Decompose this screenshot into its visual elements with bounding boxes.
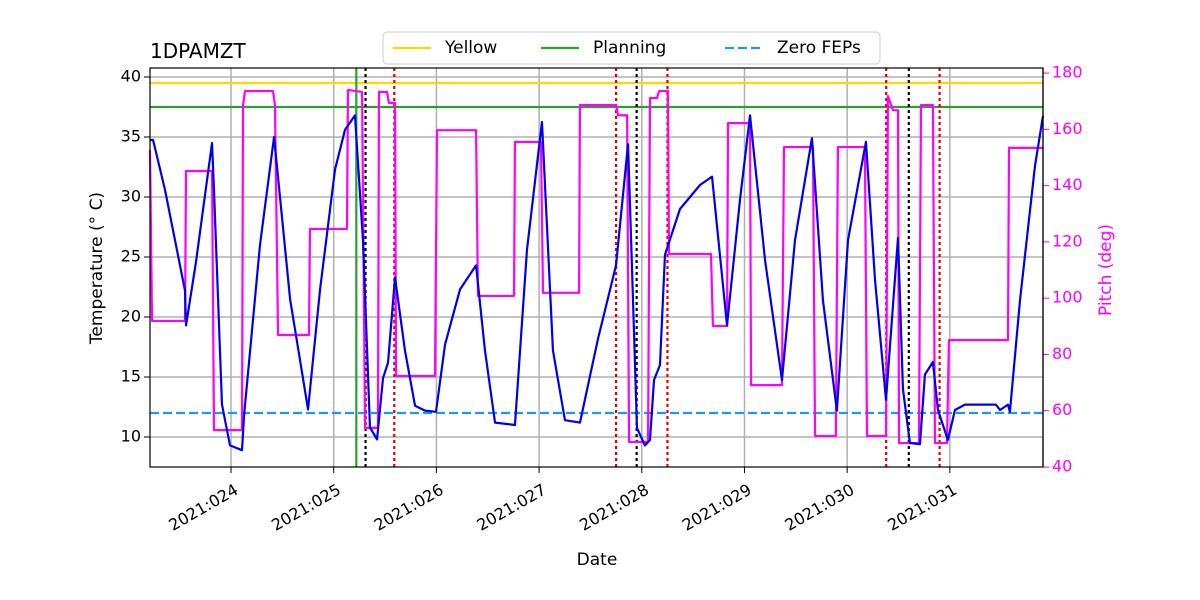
- x-tick-label: 2021:028: [576, 480, 652, 535]
- data-line: [150, 114, 1045, 452]
- y-tick-label: 40: [121, 67, 141, 86]
- x-tick-label: 2021:026: [371, 480, 447, 535]
- y2-tick-label: 120: [1052, 231, 1083, 250]
- y-axis-label: Temperature (° C): [87, 192, 107, 345]
- y2-tick-label: 80: [1052, 344, 1072, 363]
- y-tick-label: 30: [121, 187, 141, 206]
- y2-tick-label: 160: [1052, 119, 1083, 138]
- y-tick-label: 25: [121, 247, 141, 266]
- chart-title: 1DPAMZT: [150, 39, 247, 63]
- y2-tick-label: 60: [1052, 400, 1072, 419]
- x-tick-label: 2021:029: [679, 480, 755, 535]
- x-tick-label: 2021:024: [165, 480, 241, 535]
- y2-tick-label: 140: [1052, 175, 1083, 194]
- legend-label: Yellow: [444, 38, 497, 58]
- y-tick-label: 15: [121, 367, 141, 386]
- x-tick-label: 2021:027: [473, 480, 549, 535]
- legend-box: [382, 31, 881, 65]
- y-tick-label: 20: [121, 307, 141, 326]
- x-axis-label: Date: [577, 550, 618, 570]
- data-line: [148, 88, 1043, 445]
- legend: Yellow Planning Zero FEPs: [382, 31, 881, 65]
- legend-label: Planning: [593, 38, 666, 58]
- y2-axis-label: Pitch (deg): [1096, 224, 1116, 316]
- y2-tick-label: 100: [1052, 288, 1083, 307]
- y-tick-label: 35: [121, 127, 141, 146]
- y2-tick-label: 180: [1052, 63, 1083, 82]
- y-tick-label: 10: [121, 427, 141, 446]
- y2-tick-label: 40: [1052, 457, 1072, 476]
- x-tick-label: 2021:025: [268, 480, 344, 535]
- x-tick-label: 2021:030: [782, 480, 858, 535]
- legend-label: Zero FEPs: [777, 38, 861, 58]
- x-tick-label: 2021:031: [884, 480, 960, 535]
